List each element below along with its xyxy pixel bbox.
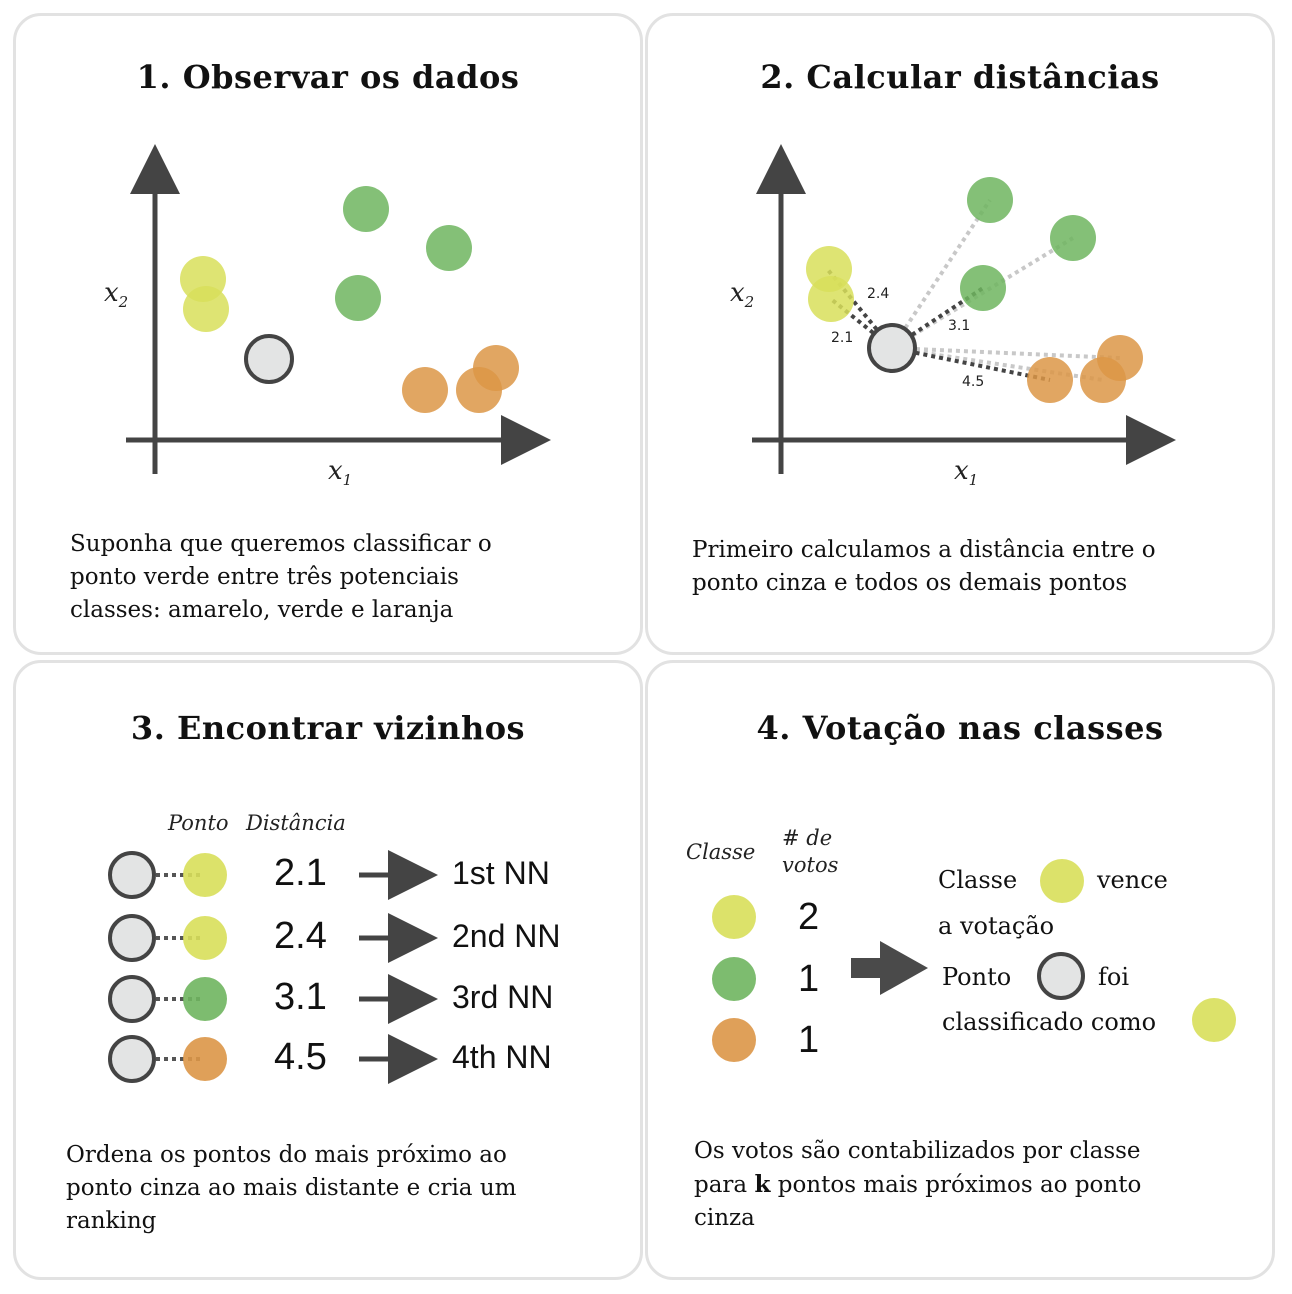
orange-point — [1080, 357, 1126, 403]
panel-find-neighbors: 3. Encontrar vizinhos Ponto Distância 2.… — [13, 660, 643, 1280]
gray-query-point — [108, 851, 156, 899]
green-point — [335, 275, 381, 321]
row-rank: 1st NN — [452, 855, 550, 891]
vote-count: 2 — [798, 896, 820, 938]
vote-count: 1 — [798, 1019, 820, 1061]
distance-label: 2.1 — [831, 330, 854, 346]
column-header-distancia: Distância — [246, 811, 346, 835]
column-header-ponto: Ponto — [168, 811, 229, 835]
panel1-x2-label: x2 — [104, 278, 129, 312]
gray-query-point — [867, 323, 917, 373]
orange-point — [1027, 357, 1073, 403]
green-point — [712, 957, 756, 1001]
result-foi: foi — [1098, 963, 1130, 991]
row-rank: 4th NN — [452, 1039, 552, 1075]
panel3-title: 3. Encontrar vizinhos — [130, 709, 526, 747]
yellow-point — [183, 286, 229, 332]
distance-label: 2.4 — [867, 286, 890, 302]
column-header-votos: # de votos — [782, 826, 839, 877]
column-header-classe: Classe — [686, 840, 756, 864]
panel1-title: 1. Observar os dados — [136, 58, 520, 96]
panel2-x2-label: x2 — [730, 278, 755, 312]
row-rank: 2nd NN — [452, 918, 561, 954]
result-ponto: Ponto — [942, 963, 1012, 991]
row-distance: 3.1 — [274, 976, 327, 1018]
distance-line — [891, 346, 1121, 360]
panel2-description: Primeiro calculamos a distância entre o … — [692, 537, 1156, 596]
panel-calculate-distances: 2. Calcular distâncias 2.4 2.1 3.1 4.5 x… — [645, 13, 1275, 655]
yellow-point — [183, 916, 227, 960]
green-point — [183, 977, 227, 1021]
green-point — [960, 265, 1006, 311]
panel3-description: Ordena os pontos do mais próximo ao pont… — [66, 1142, 517, 1234]
green-point — [967, 177, 1013, 223]
gray-query-point — [1037, 952, 1085, 1000]
winner-yellow-point — [1040, 859, 1084, 903]
orange-point — [712, 1018, 756, 1062]
vote-count: 1 — [798, 958, 820, 1000]
panel4-title: 4. Votação nas classes — [756, 709, 1164, 747]
panel1-scatter-plot — [126, 144, 551, 474]
gray-query-point — [108, 914, 156, 962]
panel1-x1-label: x1 — [328, 456, 353, 490]
green-point — [426, 225, 472, 271]
green-point — [1050, 215, 1096, 261]
distance-line — [890, 198, 992, 350]
panel-observe-data: 1. Observar os dados x2 x1 Suponha que q… — [13, 13, 643, 655]
yellow-point — [808, 276, 854, 322]
gray-query-point — [244, 334, 294, 384]
orange-point — [402, 367, 448, 413]
yellow-point — [183, 853, 227, 897]
gray-query-point — [108, 975, 156, 1023]
vote-graphics — [712, 859, 1236, 1062]
orange-point — [183, 1037, 227, 1081]
row-distance: 4.5 — [274, 1036, 327, 1078]
green-point — [343, 186, 389, 232]
row-rank: 3rd NN — [452, 979, 554, 1015]
result-votacao: a votação — [938, 912, 1055, 940]
panel-class-voting: 4. Votação nas classes Classe # de votos … — [645, 660, 1275, 1280]
distance-label: 4.5 — [962, 374, 985, 390]
orange-point — [456, 367, 502, 413]
gray-query-point — [108, 1035, 156, 1083]
result-classificado: classificado como — [942, 1008, 1157, 1036]
classified-yellow-point — [1192, 998, 1236, 1042]
distance-label: 3.1 — [948, 318, 971, 334]
result-classe: Classe — [938, 866, 1018, 894]
result-arrow — [851, 941, 928, 995]
row-distance: 2.1 — [274, 852, 327, 894]
panel1-description: Suponha que queremos classificar o ponto… — [70, 531, 492, 623]
panel2-distance-plot — [752, 144, 1176, 474]
row-distance: 2.4 — [274, 915, 327, 957]
neighbor-rows-graphics — [108, 850, 438, 1084]
yellow-point — [712, 895, 756, 939]
panel2-title: 2. Calcular distâncias — [760, 58, 1160, 96]
distance-line — [891, 346, 1051, 382]
panel2-x1-label: x1 — [954, 456, 979, 490]
result-vence: vence — [1097, 866, 1168, 894]
panel4-description: Os votos são contabilizados por classe p… — [694, 1138, 1142, 1231]
